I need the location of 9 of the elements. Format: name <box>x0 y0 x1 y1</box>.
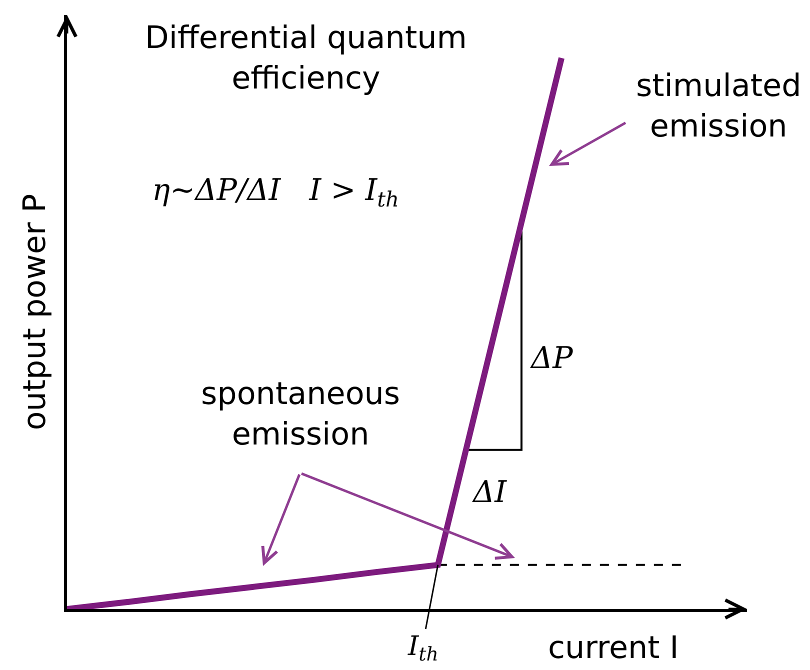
annotation: ΔI <box>472 475 508 510</box>
text: I$_{th}$ <box>407 631 438 666</box>
annotation: spontaneous emission <box>201 376 400 452</box>
chart-title: Differential quantum efficiency <box>145 20 467 97</box>
annotation: η~ΔP/ΔI I > I$_{th}$ <box>152 173 400 212</box>
annotation: stimulated emission <box>636 68 802 144</box>
y-axis-title: output power P <box>16 194 53 430</box>
x-axis-title: current I <box>548 630 679 666</box>
annotation: ΔP <box>530 341 574 376</box>
